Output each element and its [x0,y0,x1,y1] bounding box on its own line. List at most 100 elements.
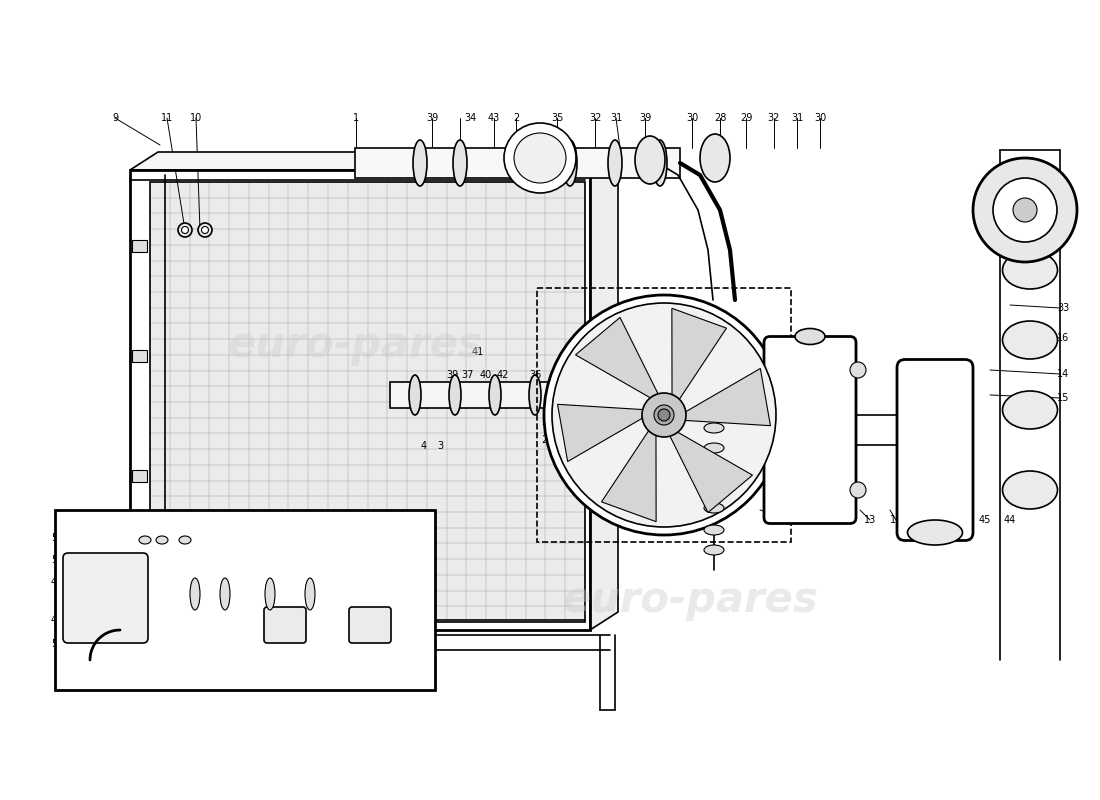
Ellipse shape [490,375,500,415]
Polygon shape [670,432,752,513]
Text: 30: 30 [686,113,698,123]
Text: 39: 39 [559,400,571,410]
Text: 59: 59 [344,662,356,672]
FancyBboxPatch shape [896,359,974,541]
Text: 17: 17 [1057,205,1069,215]
Ellipse shape [1002,181,1057,219]
Text: 36: 36 [529,370,541,380]
Text: 32: 32 [588,113,602,123]
Bar [132,470,147,482]
Text: 56: 56 [51,555,63,565]
Bar [55,510,435,690]
Text: 56: 56 [204,662,217,672]
Bar [537,288,791,542]
Bar [150,182,585,622]
Text: euro-pares: euro-pares [562,579,817,621]
Bar [390,382,570,408]
Text: 54: 54 [156,513,168,523]
Ellipse shape [704,483,724,493]
Text: 45: 45 [106,513,118,523]
Text: 18: 18 [1057,227,1069,237]
Text: 11: 11 [161,113,173,123]
Polygon shape [130,152,618,170]
Polygon shape [602,430,656,522]
Text: 9: 9 [112,113,118,123]
Text: 57: 57 [228,662,240,672]
Text: 28: 28 [714,113,726,123]
Text: 22: 22 [792,475,804,485]
FancyBboxPatch shape [75,520,107,540]
Text: 12: 12 [890,515,902,525]
Text: 51: 51 [81,513,95,523]
Text: 7: 7 [691,489,697,499]
Ellipse shape [704,525,724,535]
Circle shape [658,409,670,421]
Text: 30: 30 [814,113,826,123]
Text: 48: 48 [180,513,192,523]
Text: 53: 53 [116,662,129,672]
Circle shape [552,303,776,527]
Text: 43: 43 [488,113,501,123]
Text: 35: 35 [551,113,563,123]
Text: 63: 63 [586,353,598,363]
Text: 13: 13 [864,515,876,525]
Bar [130,170,590,630]
Text: 61: 61 [568,370,580,380]
Ellipse shape [653,140,667,186]
Text: 45: 45 [979,515,991,525]
Ellipse shape [1002,391,1057,429]
Circle shape [850,362,866,378]
Text: 19: 19 [792,453,804,463]
Circle shape [642,393,686,437]
Text: 64: 64 [276,662,288,672]
Bar [132,240,147,252]
Text: 3: 3 [437,441,443,451]
Text: 14: 14 [1057,369,1069,379]
Ellipse shape [265,578,275,610]
Text: 58: 58 [321,662,333,672]
Ellipse shape [139,536,151,544]
Text: 25: 25 [541,417,554,427]
Text: 62: 62 [591,370,603,380]
Text: 29: 29 [740,113,752,123]
Text: 16: 16 [790,515,802,525]
Text: 38: 38 [576,400,588,410]
Ellipse shape [201,226,209,234]
Polygon shape [685,369,770,426]
Text: 10: 10 [190,113,202,123]
Text: 39: 39 [426,113,438,123]
Ellipse shape [182,226,188,234]
Text: 46: 46 [128,513,140,523]
Ellipse shape [190,578,200,610]
Text: 55: 55 [51,533,64,543]
Text: 44: 44 [1004,515,1016,525]
Ellipse shape [608,140,622,186]
Ellipse shape [704,443,724,453]
Text: 1: 1 [353,113,359,123]
Ellipse shape [704,405,724,415]
Ellipse shape [700,134,730,182]
Polygon shape [590,152,618,630]
Polygon shape [558,404,642,462]
Ellipse shape [156,536,168,544]
FancyBboxPatch shape [264,607,306,643]
Text: 6: 6 [685,408,691,418]
Ellipse shape [529,375,541,415]
Text: 39: 39 [639,113,651,123]
Ellipse shape [704,503,724,513]
Text: 7: 7 [691,423,697,433]
Bar [150,182,585,622]
Polygon shape [672,308,726,399]
Text: 8: 8 [691,440,697,450]
Text: 45: 45 [366,662,378,672]
Text: 15: 15 [839,515,853,525]
Ellipse shape [220,578,230,610]
Text: 50: 50 [51,639,63,649]
FancyBboxPatch shape [349,607,390,643]
Text: 31: 31 [609,113,623,123]
Text: 6: 6 [691,508,697,518]
Ellipse shape [178,223,192,237]
Ellipse shape [704,545,724,555]
Ellipse shape [179,536,191,544]
Ellipse shape [1002,251,1057,289]
